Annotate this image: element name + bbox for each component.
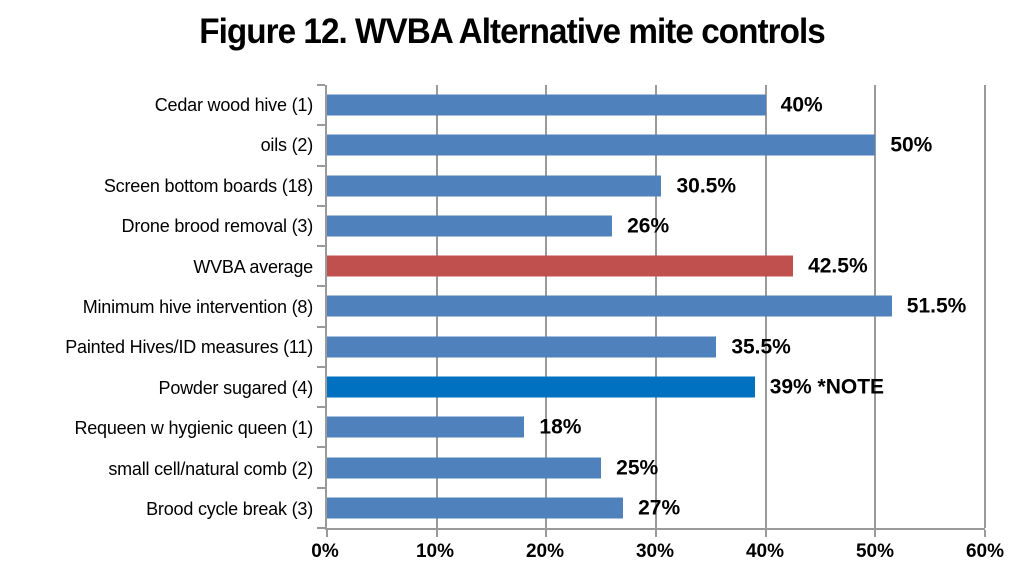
bar-row: 25% bbox=[327, 447, 985, 487]
bar-2 bbox=[327, 134, 876, 156]
bar-value-label: 27% bbox=[638, 496, 681, 520]
y-axis-category-labels: Cedar wood hive (1) oils (2) Screen bottom… bbox=[0, 85, 313, 530]
y-axis-tick bbox=[317, 285, 325, 288]
category-label: Powder sugared (4) bbox=[158, 377, 314, 398]
bar-value-label: 30.5% bbox=[676, 174, 737, 198]
bar-row: 26% bbox=[327, 206, 985, 246]
bar-value-label: 39% *NOTE bbox=[769, 375, 885, 399]
y-axis-tick bbox=[317, 204, 325, 207]
bar-value-label: 35.5% bbox=[731, 335, 791, 359]
bar-1 bbox=[327, 94, 766, 116]
x-axis-tick bbox=[984, 530, 986, 537]
x-axis-tick-label: 0% bbox=[311, 541, 339, 562]
x-axis-tick-label: 50% bbox=[855, 541, 895, 562]
category-label: Requeen w hygienic queen (1) bbox=[74, 418, 313, 439]
bar-row: 50% bbox=[327, 125, 985, 165]
y-axis-tick bbox=[317, 124, 325, 127]
x-axis-tick-label: 30% bbox=[635, 541, 675, 562]
bar-row: 39% *NOTE bbox=[327, 367, 985, 407]
bar-row: 42.5% bbox=[327, 246, 985, 286]
category-label: WVBA average bbox=[193, 256, 313, 277]
y-axis-tick bbox=[317, 486, 325, 489]
x-axis-tick-label: 20% bbox=[525, 541, 565, 562]
category-label: oils (2) bbox=[260, 135, 314, 156]
x-axis-tick-label: 40% bbox=[745, 541, 785, 562]
bar-3 bbox=[327, 175, 662, 197]
category-label: Drone brood removal (3) bbox=[121, 216, 314, 237]
bar-9 bbox=[327, 416, 525, 438]
category-label: Screen bottom boards (18) bbox=[103, 175, 313, 196]
category-label: Cedar wood hive (1) bbox=[154, 94, 313, 115]
y-axis-tick bbox=[317, 164, 325, 167]
bar-10 bbox=[327, 457, 602, 479]
y-axis-tick bbox=[317, 406, 325, 409]
x-axis-tick bbox=[874, 530, 877, 537]
bar-7 bbox=[327, 336, 717, 358]
bar-row: 40% bbox=[327, 85, 985, 125]
bar-11 bbox=[327, 497, 624, 519]
bar-8 bbox=[327, 376, 755, 398]
bars-container: 40% 50% 30.5% 26% 42.5% 51.5% 35.5% 39% *NOTE 18… bbox=[327, 85, 985, 528]
chart-title: Figure 12. WVBA Alternative mite control… bbox=[199, 12, 826, 51]
bar-row: 35.5% bbox=[327, 327, 985, 367]
y-axis-tick bbox=[317, 84, 325, 86]
category-label: small cell/natural comb (2) bbox=[108, 458, 313, 479]
x-axis-tick bbox=[326, 530, 328, 537]
y-axis-tick bbox=[317, 446, 325, 449]
x-axis-tick bbox=[764, 530, 767, 537]
bar-row: 18% bbox=[327, 407, 985, 447]
bar-value-label: 40% bbox=[780, 93, 823, 117]
gridline-60% bbox=[984, 85, 986, 528]
bar-value-label: 18% bbox=[539, 415, 582, 439]
category-label: Minimum hive intervention (8) bbox=[82, 296, 313, 317]
bar-value-label: 25% bbox=[616, 456, 659, 480]
bar-4 bbox=[327, 215, 613, 237]
bar-value-label: 50% bbox=[890, 133, 933, 157]
category-label: Painted Hives/ID measures (11) bbox=[65, 337, 313, 358]
category-label: Brood cycle break (3) bbox=[146, 499, 313, 520]
bar-value-label: 51.5% bbox=[906, 294, 967, 318]
x-axis-labels: 0% 10% 20% 30% 40% 50% 60% bbox=[311, 541, 1004, 567]
y-axis-tick bbox=[317, 365, 325, 368]
bar-row: 30.5% bbox=[327, 166, 985, 206]
y-axis-tick bbox=[317, 325, 325, 328]
bar-row: 27% bbox=[327, 488, 985, 528]
x-axis-tick bbox=[435, 530, 438, 537]
y-axis-tick bbox=[317, 527, 325, 529]
x-axis-tick bbox=[545, 530, 548, 537]
x-axis-tick bbox=[655, 530, 657, 537]
bar-5 bbox=[327, 255, 794, 277]
bar-row: 51.5% bbox=[327, 286, 985, 326]
bar-6 bbox=[327, 295, 892, 317]
bar-value-label: 42.5% bbox=[808, 254, 868, 278]
plot-area: 40% 50% 30.5% 26% 42.5% 51.5% 35.5% 39% *NOTE 18… bbox=[317, 84, 986, 537]
x-axis-tick-label: 10% bbox=[415, 541, 455, 562]
y-axis-tick bbox=[317, 245, 325, 248]
bar-value-label: 26% bbox=[627, 214, 670, 238]
x-axis-tick-label: 60% bbox=[965, 541, 1005, 562]
